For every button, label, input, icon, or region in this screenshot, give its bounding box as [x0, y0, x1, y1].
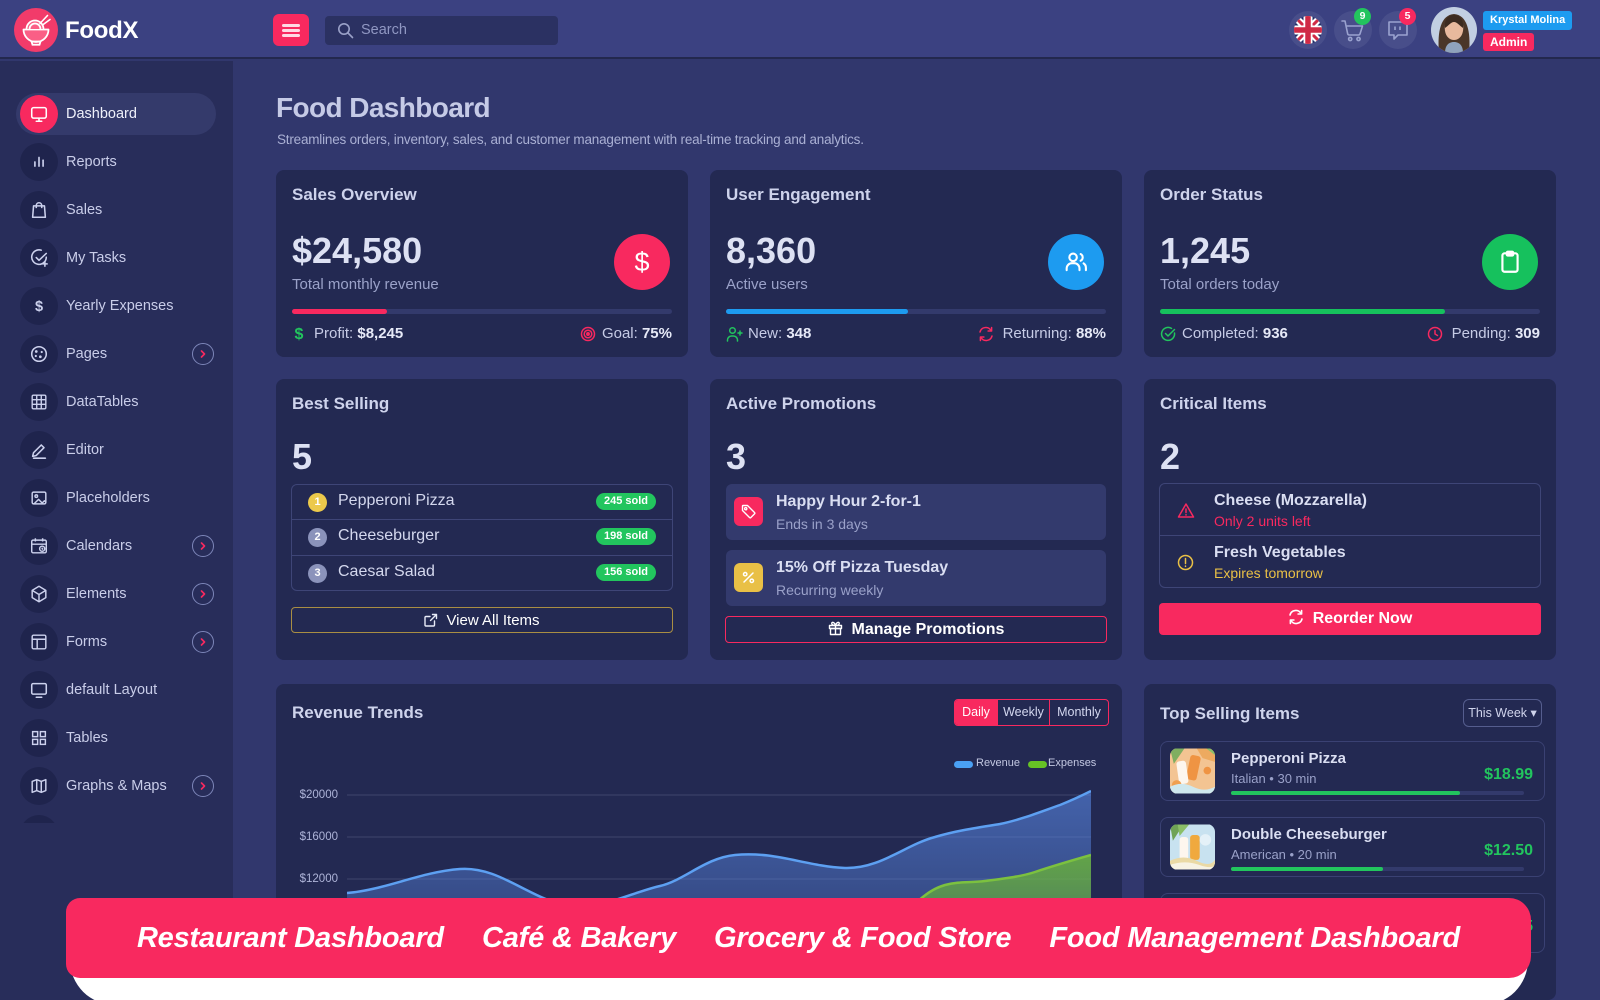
- svg-text:$: $: [35, 299, 43, 315]
- svg-text:$: $: [634, 247, 649, 277]
- svg-text:$: $: [295, 326, 304, 342]
